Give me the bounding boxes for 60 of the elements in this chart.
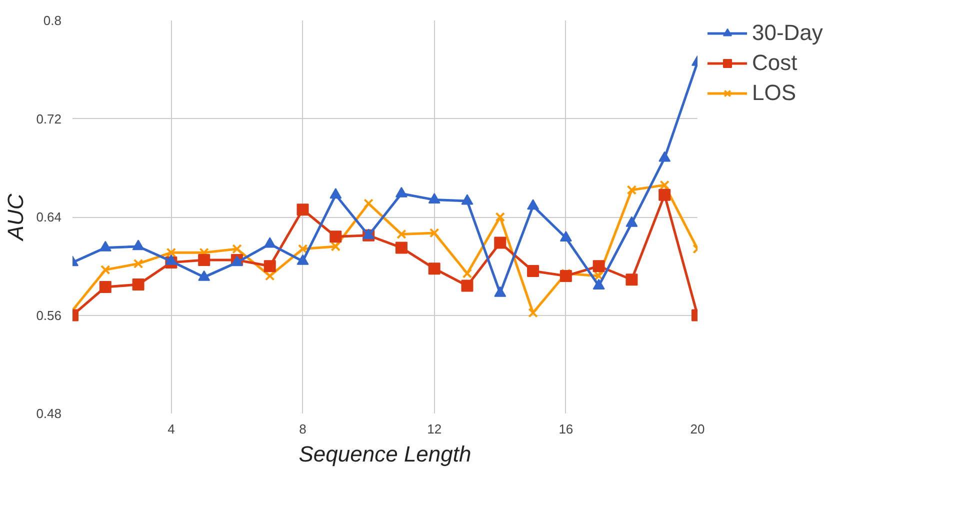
point <box>658 188 671 201</box>
x-tick-label: 20 <box>690 422 705 436</box>
legend-label: 30-Day <box>752 20 823 46</box>
point <box>594 271 604 281</box>
point <box>165 254 178 265</box>
point <box>99 240 112 252</box>
point <box>330 230 342 243</box>
point <box>198 270 210 281</box>
point <box>461 194 474 205</box>
point <box>99 281 112 294</box>
x-tick-label: 8 <box>299 422 306 436</box>
point <box>429 228 440 238</box>
point <box>527 199 540 210</box>
point <box>100 264 110 275</box>
point <box>296 254 309 265</box>
point <box>264 271 275 281</box>
point <box>132 240 144 250</box>
point <box>330 242 341 252</box>
point <box>298 244 308 254</box>
point <box>166 248 176 258</box>
point <box>428 262 440 275</box>
point <box>494 236 506 249</box>
point <box>264 237 276 248</box>
y-tick-label: 0.56 <box>36 308 62 323</box>
y-tick-label: 0.8 <box>43 13 62 28</box>
point <box>626 185 637 195</box>
point <box>364 198 374 208</box>
point <box>133 258 144 269</box>
y-tick-label: 0.64 <box>36 210 62 224</box>
y-axis-title: AUC <box>3 194 28 242</box>
point <box>626 216 638 227</box>
legend-label: LOS <box>752 80 796 106</box>
point <box>264 260 276 272</box>
point <box>658 151 671 162</box>
point <box>560 231 572 242</box>
point <box>198 254 210 266</box>
point <box>330 188 342 199</box>
legend-label: Cost <box>752 50 798 76</box>
x-axis-title: Sequence Length <box>298 442 472 466</box>
x-tick-label: 12 <box>427 422 442 436</box>
point <box>428 192 440 204</box>
point <box>495 212 506 222</box>
point <box>296 204 309 216</box>
point <box>527 265 540 278</box>
x-tick-label: 4 <box>168 422 175 436</box>
point <box>592 260 605 272</box>
point <box>660 180 670 190</box>
point <box>461 280 474 292</box>
point <box>132 278 144 291</box>
point <box>528 308 538 318</box>
y-tick-label: 0.72 <box>36 111 62 126</box>
point <box>626 274 638 286</box>
point <box>395 186 408 198</box>
point <box>395 242 408 254</box>
point <box>396 229 406 240</box>
y-tick-label: 0.48 <box>36 406 62 421</box>
point <box>560 270 572 282</box>
point <box>232 244 242 254</box>
point <box>462 268 472 278</box>
x-tick-label: 16 <box>558 422 574 436</box>
